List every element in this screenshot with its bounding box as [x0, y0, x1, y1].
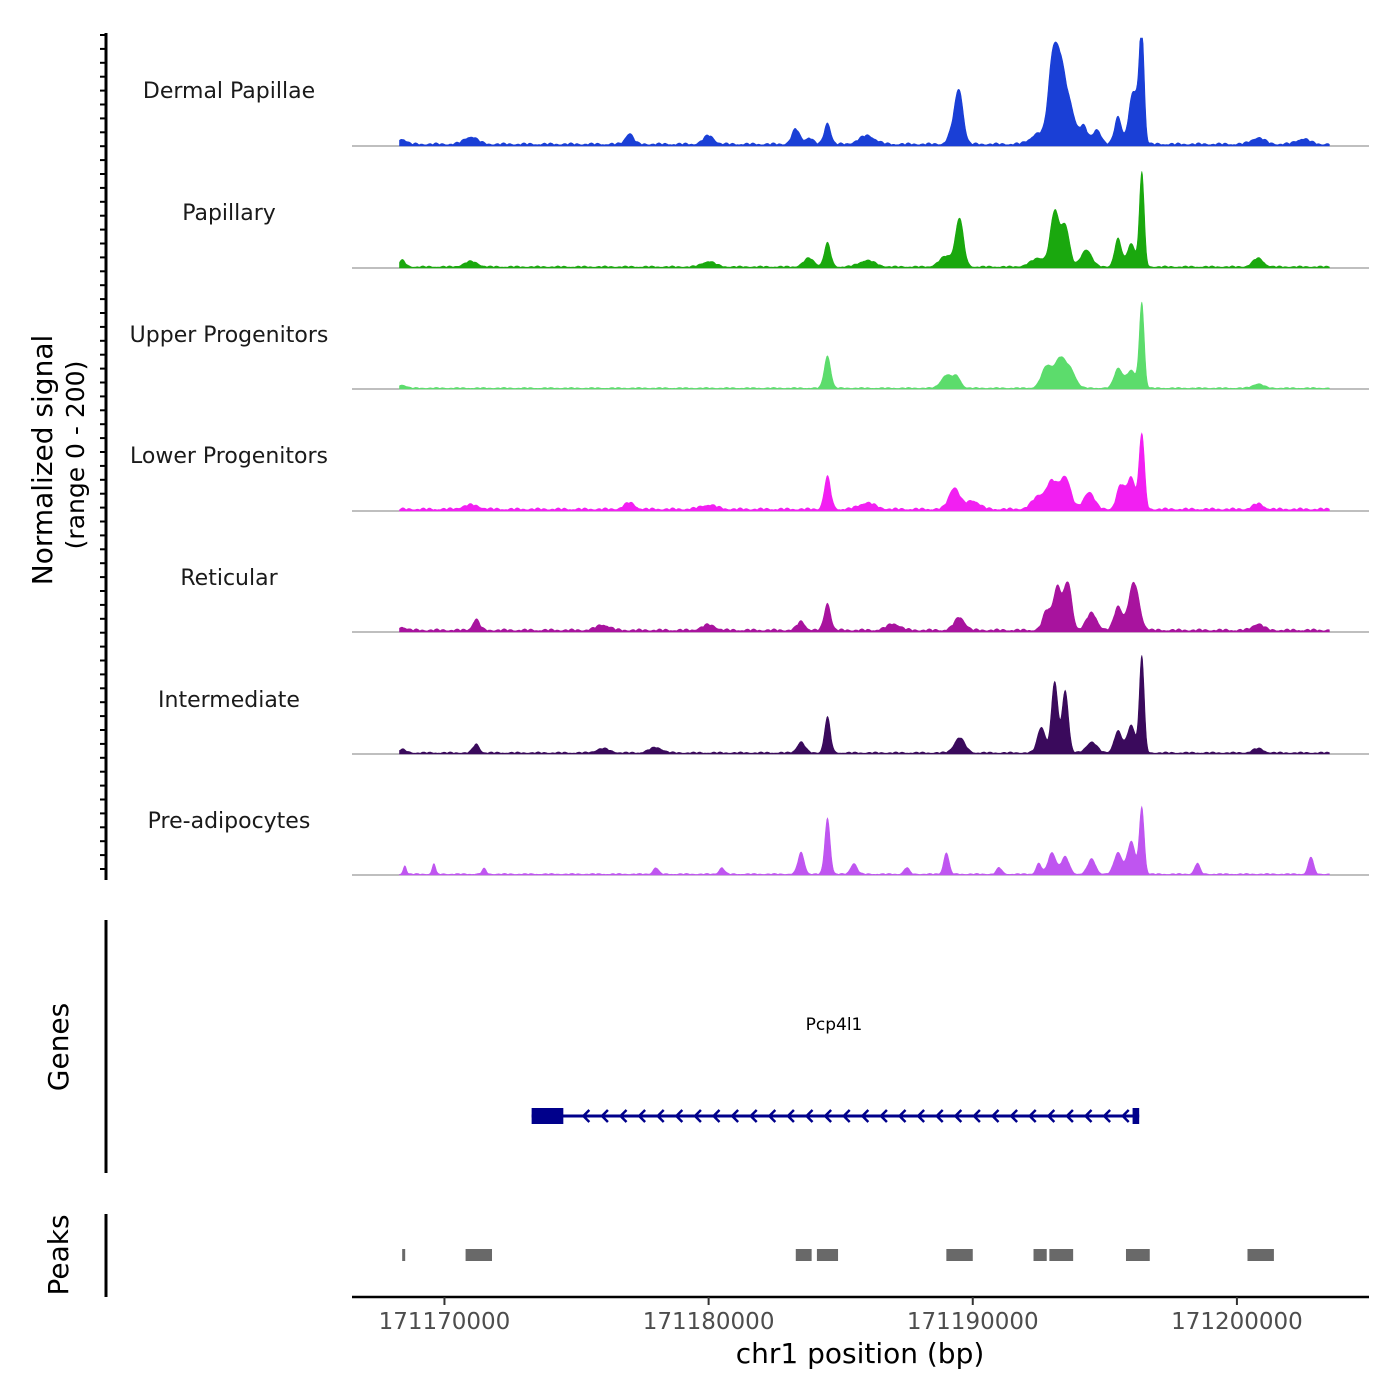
- gene-strand-arrow: [581, 1109, 591, 1123]
- x-axis-title: chr1 position (bp): [736, 1337, 985, 1370]
- track-intermediate: Intermediate: [158, 655, 1369, 755]
- peak-region: [1247, 1249, 1274, 1261]
- gene-strand-arrow: [1083, 1109, 1093, 1123]
- genes-panel-title: Genes: [42, 1003, 75, 1091]
- gene-strand-arrow: [953, 1109, 963, 1123]
- gene-strand-arrow: [1102, 1109, 1112, 1123]
- gene-strand-arrow: [1046, 1109, 1056, 1123]
- track-papillary: Papillary: [182, 171, 1369, 269]
- gene-strand-arrow: [711, 1109, 721, 1123]
- gene-strand-arrow: [637, 1109, 647, 1123]
- x-tick-label: 171200000: [1171, 1309, 1303, 1335]
- gene-strand-arrow: [730, 1109, 740, 1123]
- coverage-y-ticks: [100, 34, 106, 870]
- gene-strand-arrow: [655, 1109, 665, 1123]
- gene-strand-arrow: [674, 1109, 684, 1123]
- x-tick: 171170000: [379, 1297, 511, 1335]
- gene-strand-arrow: [823, 1109, 833, 1123]
- peak-region: [1049, 1249, 1074, 1261]
- track-label: Lower Progenitors: [130, 444, 328, 469]
- track-label: Upper Progenitors: [130, 323, 329, 348]
- track-label: Reticular: [180, 566, 278, 591]
- gene-label: Pcp4l1: [806, 1015, 863, 1035]
- coverage-area: [399, 805, 1330, 876]
- peak-region: [1033, 1249, 1047, 1261]
- track-label: Dermal Papillae: [143, 79, 315, 104]
- gene-strand-arrow: [786, 1109, 795, 1123]
- x-tick-label: 171190000: [907, 1309, 1039, 1335]
- peak-region: [465, 1249, 493, 1261]
- y-axis-title-line1: Normalized signal: [26, 335, 59, 586]
- gene-exon: [1132, 1108, 1140, 1124]
- coverage-area: [399, 301, 1330, 390]
- gene-track: Pcp4l1: [531, 1015, 1140, 1124]
- track-lower-progenitors: Lower Progenitors: [130, 432, 1369, 512]
- gene-strand-arrow: [804, 1109, 814, 1123]
- gene-strand-arrow: [990, 1109, 1000, 1123]
- gene-strand-arrow: [972, 1109, 981, 1123]
- gene-strand-arrow: [897, 1109, 907, 1123]
- track-label: Pre-adipocytes: [148, 809, 311, 834]
- track-label: Papillary: [182, 201, 276, 226]
- x-tick-label: 171180000: [643, 1309, 775, 1335]
- peak-region: [1125, 1249, 1150, 1261]
- gene-strand-arrow: [916, 1109, 926, 1123]
- track-label: Intermediate: [158, 688, 300, 713]
- peaks-panel-title: Peaks: [42, 1214, 75, 1295]
- gene-strand-arrow: [1009, 1109, 1019, 1123]
- gene-strand-arrow: [1120, 1109, 1130, 1123]
- peak-regions: [402, 1249, 1274, 1261]
- x-tick: 171180000: [643, 1297, 775, 1335]
- gene-strand-arrow: [841, 1109, 851, 1123]
- y-axis-title-line2: (range 0 - 200): [61, 361, 90, 550]
- track-reticular: Reticular: [180, 566, 1369, 633]
- gene-strand-arrow: [618, 1109, 628, 1123]
- gene-strand-arrow: [693, 1109, 702, 1123]
- gene-strand-arrow: [860, 1109, 870, 1123]
- coverage-area: [399, 432, 1330, 512]
- gene-strand-arrow: [1065, 1109, 1074, 1123]
- x-tick: 171200000: [1171, 1297, 1303, 1335]
- track-pre-adipocytes: Pre-adipocytes: [148, 805, 1369, 876]
- x-tick-label: 171170000: [379, 1309, 511, 1335]
- x-axis-ticks: 171170000 171180000 171190000 171200000: [379, 1297, 1303, 1335]
- coverage-area: [399, 581, 1330, 633]
- gene-strand-arrow: [1027, 1109, 1037, 1123]
- track-dermal-papillae: Dermal Papillae: [143, 37, 1369, 147]
- gene-strand-arrow: [767, 1109, 777, 1123]
- coverage-area: [399, 37, 1330, 147]
- gene-strand-arrow: [879, 1109, 888, 1123]
- gene-strand-arrow: [748, 1109, 758, 1123]
- peak-region: [402, 1249, 406, 1261]
- peak-region: [816, 1249, 839, 1261]
- gene-exon: [531, 1108, 564, 1124]
- coverage-area: [399, 171, 1330, 269]
- coverage-tracks: Dermal Papillae Papillary Upper Progenit…: [130, 37, 1369, 876]
- x-tick: 171190000: [907, 1297, 1039, 1335]
- gene-strand-arrow: [934, 1109, 944, 1123]
- peak-region: [946, 1249, 973, 1261]
- track-upper-progenitors: Upper Progenitors: [130, 301, 1369, 390]
- coverage-area: [399, 655, 1330, 755]
- gene-strand-arrow: [600, 1109, 609, 1123]
- peak-region: [795, 1249, 812, 1261]
